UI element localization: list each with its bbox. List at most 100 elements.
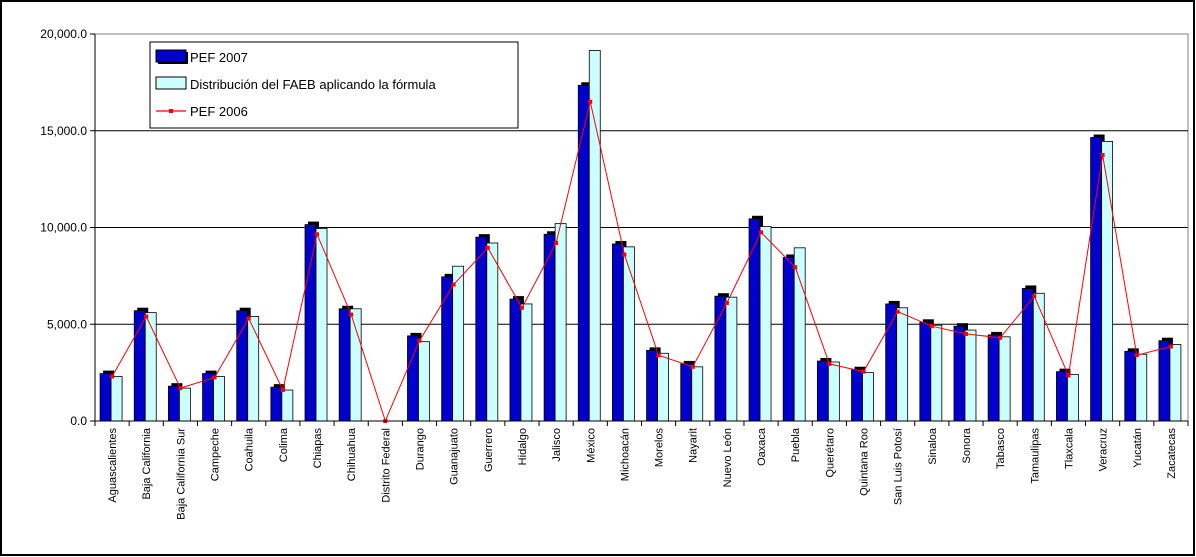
bar-pef-2007 <box>270 386 283 422</box>
line-marker <box>1066 373 1071 378</box>
bar-faeb-formula <box>1067 374 1079 422</box>
x-tick-label: Quintana Roo <box>859 428 871 496</box>
line-marker <box>793 265 798 270</box>
bar-faeb-formula <box>281 389 294 422</box>
x-tick-label: Campeche <box>210 428 222 481</box>
line-marker <box>690 364 695 369</box>
line-marker <box>110 374 115 379</box>
x-tick-label: Zacatecas <box>1166 428 1178 479</box>
line-pef-2006 <box>111 101 1172 423</box>
bar-pef-2007 <box>1090 137 1103 422</box>
line-marker <box>622 252 627 257</box>
x-tick-label: Nuevo León <box>722 428 734 487</box>
bar-faeb-formula <box>998 336 1011 422</box>
bar-faeb-formula <box>657 352 669 422</box>
x-tick-label: Guerrero <box>483 428 495 472</box>
bar-faeb-formula <box>315 228 328 422</box>
x-tick-label: Baja California Sur <box>175 428 187 520</box>
bar-pef-2007 <box>475 236 488 422</box>
bar-pef-2007 <box>304 224 317 422</box>
bar-faeb-formula <box>725 296 738 422</box>
legend-marker <box>169 109 173 113</box>
line-series <box>110 99 1173 423</box>
x-tick-label: Tamaulipas <box>1029 428 1041 484</box>
bar-faeb-formula <box>964 329 977 422</box>
y-tick-label: 10,000.0 <box>40 221 87 235</box>
line-marker <box>280 388 285 393</box>
line-marker <box>929 324 934 329</box>
line-marker <box>1134 353 1139 358</box>
x-tick-label: Nayarit <box>688 428 700 463</box>
line-marker <box>724 300 729 305</box>
bar-faeb-formula <box>349 308 362 422</box>
bar-pef-2007 <box>236 310 249 422</box>
legend-label: PEF 2007 <box>190 50 248 65</box>
line-marker <box>827 361 832 366</box>
bar-faeb-formula <box>691 366 704 422</box>
bar-faeb-formula <box>486 242 499 422</box>
line-marker <box>485 245 490 250</box>
bar-faeb-formula <box>930 324 943 422</box>
bar-faeb-formula <box>554 223 567 422</box>
bar-faeb-formula <box>110 376 123 422</box>
line-marker <box>1168 344 1173 349</box>
line-marker <box>178 386 183 391</box>
x-tick-label: Puebla <box>790 427 802 462</box>
bar-pef-2007 <box>680 363 693 422</box>
bar-pef-2007 <box>1158 340 1171 422</box>
bar-faeb-formula <box>862 372 874 422</box>
x-tick-label: Chiapas <box>312 428 324 469</box>
x-tick-label: Sonora <box>961 427 973 463</box>
line-marker <box>588 99 593 104</box>
bar-faeb-formula <box>213 376 225 422</box>
legend-swatch <box>155 49 187 63</box>
x-tick-label: Chihuahua <box>346 427 358 481</box>
x-tick-label: Morelos <box>654 428 666 468</box>
line-marker <box>963 331 968 336</box>
bar-pef-2007 <box>509 298 522 422</box>
bars <box>99 50 1182 422</box>
x-tick-label: Baja California <box>141 427 153 499</box>
legend-label: Distribución del FAEB aplicando la fórmu… <box>190 77 436 92</box>
legend-label: PEF 2006 <box>190 104 248 119</box>
line-marker <box>451 282 456 287</box>
bar-faeb-formula <box>452 265 465 422</box>
x-tick-label: Jalisco <box>551 428 563 462</box>
x-tick-label: Michoacán <box>619 428 631 481</box>
bar-pef-2007 <box>919 321 932 422</box>
bar-pef-2007 <box>953 325 966 422</box>
x-tick-label: Veracruz <box>1098 428 1110 471</box>
bar-faeb-formula <box>1135 353 1148 422</box>
y-tick-label: 15,000.0 <box>40 124 87 138</box>
line-marker <box>656 353 661 358</box>
legend-box <box>149 41 519 129</box>
bar-pef-2007 <box>748 218 761 422</box>
line-marker <box>246 316 251 321</box>
bar-faeb-formula <box>178 387 191 422</box>
line-marker <box>212 375 217 380</box>
bar-faeb-formula <box>144 312 157 422</box>
x-tick-label: San Luis Potosí <box>893 428 905 505</box>
bar-pef-2007 <box>612 243 624 422</box>
y-tick-label: 20,000.0 <box>40 27 87 41</box>
line-marker <box>1100 152 1105 157</box>
bar-pef-2007 <box>99 373 112 422</box>
x-tick-label: Querétaro <box>824 428 836 478</box>
bar-faeb-formula <box>520 303 533 422</box>
x-tick-label: Hidalgo <box>517 428 529 465</box>
bar-faeb-formula <box>793 247 806 422</box>
bar-pef-2007 <box>441 276 454 422</box>
line-marker <box>1032 294 1037 299</box>
bar-pef-2007 <box>987 334 1000 422</box>
line-marker <box>315 232 320 237</box>
line-marker <box>519 305 524 310</box>
bar-faeb-formula <box>623 246 635 422</box>
x-tick-label: Durango <box>414 428 426 470</box>
x-tick-label: Tabasco <box>995 428 1007 469</box>
x-tick-label: Aguascalientes <box>107 428 119 503</box>
x-tick-label: Tlaxcala <box>1063 427 1075 469</box>
x-tick-label: Oaxaca <box>756 427 768 466</box>
bar-pef-2007 <box>407 335 419 422</box>
